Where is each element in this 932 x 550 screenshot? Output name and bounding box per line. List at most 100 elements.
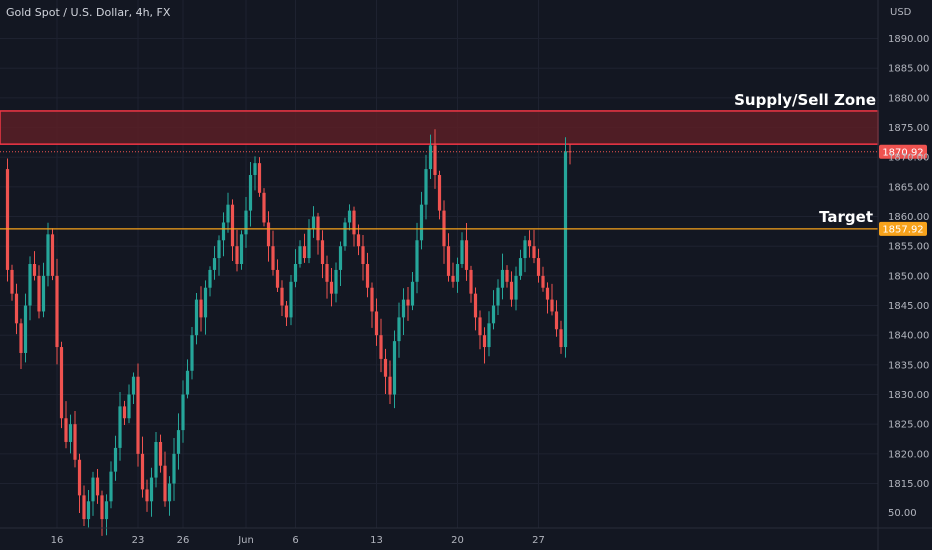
candle-body[interactable] — [181, 394, 185, 431]
candle-body[interactable] — [109, 471, 113, 502]
candle-body[interactable] — [491, 305, 496, 324]
candle-body[interactable] — [82, 495, 86, 520]
candle-body[interactable] — [244, 210, 248, 235]
candle-body[interactable] — [424, 169, 428, 205]
candle-body[interactable] — [23, 305, 28, 353]
candle-body[interactable] — [176, 430, 181, 454]
candle-body[interactable] — [167, 483, 172, 502]
candle-body[interactable] — [338, 246, 343, 270]
candle-body[interactable] — [374, 311, 379, 336]
candle-body[interactable] — [320, 240, 325, 264]
candle-body[interactable] — [487, 323, 491, 348]
candle-body[interactable] — [212, 258, 217, 270]
candle-body[interactable] — [86, 501, 91, 520]
candle-body[interactable] — [10, 269, 14, 294]
candle-body[interactable] — [100, 495, 104, 520]
candle-body[interactable] — [460, 240, 464, 264]
candle-body[interactable] — [275, 269, 280, 288]
candle-body[interactable] — [478, 317, 482, 336]
candle-body[interactable] — [68, 424, 73, 442]
candle-body[interactable] — [226, 204, 230, 223]
candle-body[interactable] — [289, 281, 293, 318]
candle-body[interactable] — [271, 246, 275, 270]
candle-body[interactable] — [55, 275, 59, 348]
candle-body[interactable] — [388, 376, 392, 395]
candle-body[interactable] — [541, 275, 545, 288]
candle-body[interactable] — [172, 453, 176, 484]
candle-body[interactable] — [127, 394, 131, 419]
candle-body[interactable] — [19, 323, 23, 353]
candle-body[interactable] — [550, 299, 554, 312]
candle-body[interactable] — [419, 204, 424, 241]
candle-body[interactable] — [104, 501, 109, 520]
candle-body[interactable] — [356, 234, 361, 247]
candle-body[interactable] — [284, 305, 289, 318]
candle-body[interactable] — [257, 163, 262, 193]
candle-body[interactable] — [433, 145, 437, 176]
candle-body[interactable] — [406, 299, 410, 306]
candle-body[interactable] — [46, 234, 50, 276]
candle-body[interactable] — [203, 287, 208, 318]
candle-body[interactable] — [401, 299, 406, 318]
candle-body[interactable] — [473, 293, 478, 318]
candle-body[interactable] — [280, 287, 284, 306]
candle-body[interactable] — [302, 246, 307, 259]
candle-body[interactable] — [253, 163, 257, 176]
candle-body[interactable] — [158, 441, 163, 466]
candle-body[interactable] — [410, 281, 415, 306]
price-axis[interactable]: 1890.00 1885.00 1880.00 1875.00 1870.00 1865.… — [877, 0, 929, 550]
candle-body[interactable] — [527, 240, 532, 247]
candle-body[interactable] — [41, 275, 46, 312]
candle-body[interactable] — [455, 264, 460, 282]
candle-body[interactable] — [239, 234, 244, 264]
candle-body[interactable] — [559, 329, 563, 348]
candle-body[interactable] — [343, 222, 347, 247]
candle-body[interactable] — [496, 287, 500, 306]
candle-body[interactable] — [64, 418, 68, 442]
candle-body[interactable] — [554, 311, 559, 330]
candle-body[interactable] — [95, 477, 100, 496]
candle-body[interactable] — [131, 376, 136, 395]
candle-body[interactable] — [199, 299, 203, 318]
candle-body[interactable] — [361, 246, 365, 264]
candle-body[interactable] — [451, 275, 455, 282]
candle-body[interactable] — [298, 246, 302, 264]
candle-body[interactable] — [365, 264, 370, 288]
candle-body[interactable] — [140, 453, 145, 490]
candle-body[interactable] — [329, 281, 334, 294]
candle-body[interactable] — [50, 234, 55, 276]
candle-body[interactable] — [266, 222, 271, 247]
candle-body[interactable] — [437, 175, 442, 211]
candle-body[interactable] — [208, 269, 212, 288]
candle-body[interactable] — [73, 424, 77, 460]
candle-body[interactable] — [307, 228, 311, 259]
candle-body[interactable] — [311, 216, 316, 229]
candle-body[interactable] — [370, 287, 374, 312]
candle-body[interactable] — [221, 222, 226, 241]
candle-body[interactable] — [230, 204, 235, 247]
candle-body[interactable] — [383, 358, 388, 377]
candle-body[interactable] — [154, 441, 158, 478]
candle-body[interactable] — [415, 240, 419, 282]
candle-body[interactable] — [514, 275, 518, 300]
candle-body[interactable] — [5, 169, 10, 270]
candle-body[interactable] — [248, 175, 253, 211]
candle-body[interactable] — [379, 335, 383, 359]
candle-body[interactable] — [136, 376, 140, 454]
candle-body[interactable] — [523, 240, 527, 259]
candle-body[interactable] — [59, 347, 64, 419]
candle-body[interactable] — [446, 246, 451, 276]
candle-body[interactable] — [563, 151, 568, 348]
candle-body[interactable] — [113, 447, 118, 472]
candle-body[interactable] — [262, 192, 266, 223]
candle-body[interactable] — [500, 269, 505, 288]
candle-body[interactable] — [505, 269, 509, 282]
candle-body[interactable] — [190, 335, 194, 371]
candle-body[interactable] — [145, 489, 149, 502]
candle-body[interactable] — [352, 210, 356, 235]
candle-body[interactable] — [37, 275, 41, 312]
candle-body[interactable] — [28, 264, 32, 306]
candle-body[interactable] — [509, 281, 514, 300]
candle-body[interactable] — [14, 293, 19, 324]
